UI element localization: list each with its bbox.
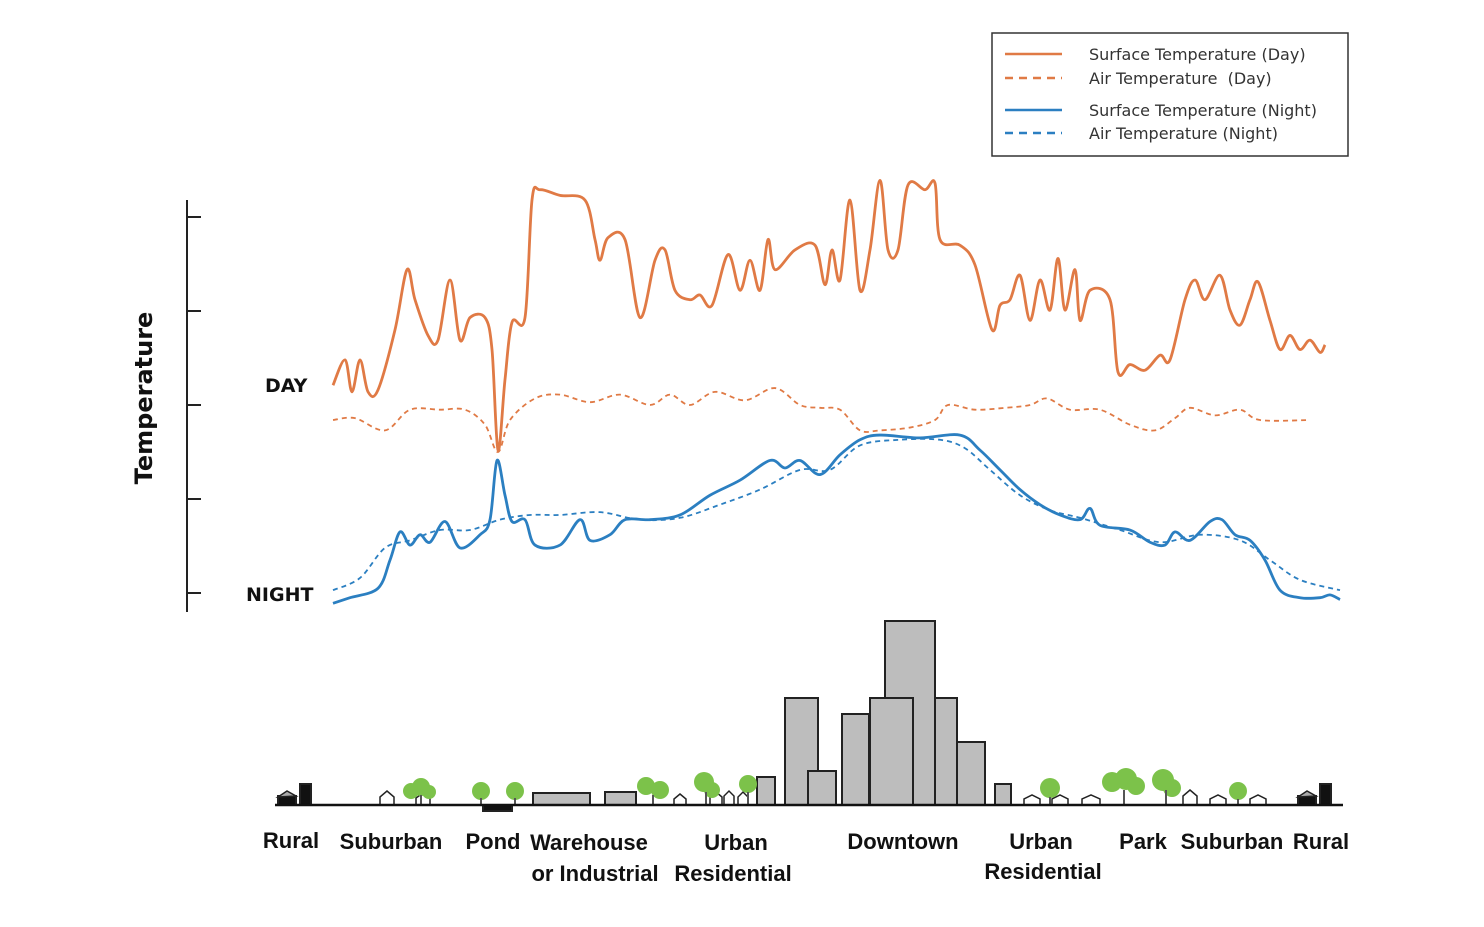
legend-label-air-night: Air Temperature (Night)	[1089, 124, 1278, 143]
x-category-label: Rural	[1293, 829, 1349, 854]
surface-temp-day-line	[331, 178, 1327, 452]
legend-label-air-day: Air Temperature (Day)	[1089, 69, 1272, 88]
x-category-label: Pond	[466, 829, 521, 854]
houses	[275, 789, 1319, 806]
night-label: NIGHT	[246, 584, 313, 606]
legend-label-surface-day: Surface Temperature (Day)	[1089, 45, 1306, 64]
air-temp-night-line	[332, 437, 1341, 592]
downtown-buildings	[532, 620, 1012, 806]
day-label: DAY	[265, 375, 308, 397]
x-category-label: Suburban	[1181, 829, 1284, 854]
tree-trunks	[420, 790, 1239, 805]
trees	[403, 768, 1247, 800]
x-category-label: Rural	[263, 828, 319, 853]
x-category-label: Park	[1119, 829, 1167, 854]
y-axis-label: Temperature	[130, 312, 158, 485]
air-temp-day-line	[332, 387, 1311, 453]
legend: Surface Temperature (Day) Air Temperatur…	[991, 32, 1349, 157]
x-category-label: or Industrial	[531, 861, 658, 886]
x-category-label: Suburban	[340, 829, 443, 854]
x-category-label: Residential	[984, 859, 1101, 884]
landscape-illustration	[275, 620, 1343, 812]
x-category-label: Urban	[704, 830, 768, 855]
x-category-label: Warehouse	[530, 830, 648, 855]
x-category-labels: Rural Suburban Pond Warehouse or Industr…	[263, 828, 1349, 886]
legend-label-surface-night: Surface Temperature (Night)	[1089, 101, 1317, 120]
surface-temp-night-line	[332, 433, 1341, 605]
x-category-label: Urban	[1009, 829, 1073, 854]
x-category-label: Residential	[674, 861, 791, 886]
x-category-label: Downtown	[847, 829, 958, 854]
